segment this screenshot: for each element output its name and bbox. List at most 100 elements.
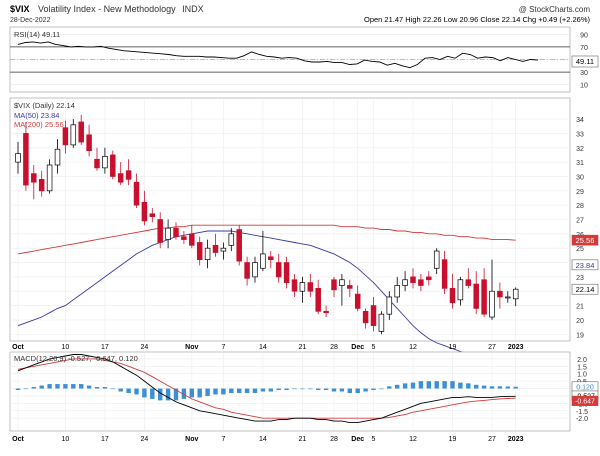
close-last-value: 22.14: [576, 285, 595, 294]
rsi-tick-label: 10: [580, 83, 588, 90]
bottom-x-tick-label: 14: [259, 436, 267, 443]
macd-hist-bar: [47, 384, 52, 389]
macd-hist-bar: [86, 385, 92, 389]
macd-hist-bar: [347, 388, 352, 393]
candle-body: [196, 242, 203, 261]
macd-hist-bar: [55, 384, 60, 389]
macd-hist-bar: [458, 382, 463, 389]
price-tick-label: 27: [576, 218, 584, 225]
candle-body: [141, 201, 148, 222]
candle-body: [505, 296, 511, 299]
candle-body: [347, 285, 353, 289]
macd-hist-bar: [244, 388, 250, 393]
macd-hist-bar: [134, 388, 139, 395]
macd-hist-bar: [450, 381, 455, 389]
macd-hist-bar: [165, 388, 171, 401]
candle-body: [54, 148, 61, 166]
price-x-tick-label: 5: [372, 344, 376, 351]
candle-body: [362, 310, 369, 324]
macd-hist-bar: [31, 387, 36, 389]
price-tick-label: 20: [576, 318, 584, 325]
bottom-x-tick-label: Oct: [12, 436, 24, 443]
candle-body: [512, 288, 519, 300]
candle-body: [339, 279, 345, 286]
candle-body: [78, 121, 84, 143]
price-tick-label: 32: [576, 146, 584, 153]
candle-body: [410, 276, 416, 283]
candle-body: [220, 247, 227, 252]
candle-body: [133, 181, 140, 206]
macd-hist-bar: [268, 388, 273, 392]
candle-body: [370, 305, 377, 327]
rsi-line: [17, 41, 539, 69]
candle-body: [62, 127, 69, 146]
candle-body: [260, 253, 266, 269]
price-x-tick-label: Nov: [185, 344, 198, 351]
candle-body: [275, 262, 282, 278]
price-tick-label: 29: [576, 189, 584, 196]
macd-hist-bar: [23, 388, 29, 390]
candle-body: [283, 262, 290, 283]
macd-hist-bar: [260, 388, 266, 392]
candle-body: [489, 290, 495, 318]
macd-tick-label: 1.5: [577, 364, 587, 371]
bottom-x-tick-label: 21: [299, 436, 307, 443]
bottom-x-tick-label: 2023: [508, 436, 524, 443]
macd-hist-bar: [339, 388, 345, 392]
candle-body: [465, 279, 472, 286]
candle-body: [102, 156, 108, 169]
macd-tick-label: -2.0: [576, 416, 588, 423]
svg-text:$VIX Volatility Index - Ne: $VIX Volatility Index - New Methodology …: [10, 4, 204, 14]
price-x-tick-label: 21: [299, 344, 307, 351]
candle-body: [473, 283, 479, 309]
macd-hist-bar: [79, 384, 84, 389]
rsi-tick-label: 70: [580, 45, 588, 52]
macd-hist-bar: [402, 383, 408, 389]
price-tick-label: 31: [576, 160, 584, 167]
ma200-last-box: [571, 234, 599, 246]
price-x-tick-label: Oct: [12, 344, 24, 351]
macd-hist-bar: [102, 387, 108, 389]
macd-hist-bar: [418, 381, 424, 389]
price-x-tick-label: 17: [101, 344, 109, 351]
candle-body: [323, 310, 329, 314]
ma50-line: [17, 230, 516, 367]
price-x-tick-label: 12: [409, 344, 417, 351]
price-x-tick-label: 28: [330, 344, 338, 351]
candle-body: [125, 170, 132, 180]
macd-signal-line: [17, 358, 516, 419]
macd-hist-last-value: 0.120: [576, 384, 594, 391]
candle-body: [386, 296, 393, 315]
candle-body: [291, 279, 298, 292]
ma50-last-box: [571, 259, 599, 271]
candle-body: [15, 153, 21, 163]
candle-body: [94, 158, 100, 169]
price-x-tick-label: 19: [449, 344, 457, 351]
price-x-tick-label: 24: [141, 344, 149, 351]
candle-body: [204, 247, 211, 261]
rsi-gridlines: [10, 33, 570, 85]
macd-hist-bar: [173, 388, 179, 401]
price-tick-label: 19: [576, 332, 584, 339]
macd-hist-bar: [71, 384, 76, 389]
candle-body: [228, 233, 235, 246]
candle-body: [38, 178, 45, 192]
candle-body: [244, 262, 250, 279]
ma200-line: [17, 224, 516, 255]
price-tick-label: 25: [576, 246, 584, 253]
ma50-last-value: 23.84: [576, 261, 595, 270]
price-tick-label: 28: [576, 203, 584, 210]
macd-hist-bar: [308, 388, 313, 390]
price-legend-ma50: MA(50) 23.84: [14, 111, 59, 120]
price-last-labels: 25.56 23.84 22.14: [571, 234, 599, 295]
candle-body: [212, 244, 219, 253]
exchange-label: INDX: [182, 4, 204, 14]
candle-body: [149, 213, 156, 217]
macd-last-labels: 0.120-0.527-0.647: [571, 381, 599, 406]
candle-body: [331, 279, 337, 291]
candle-body: [299, 282, 306, 292]
candle-body: [165, 227, 171, 240]
macd-hist-bar: [205, 388, 210, 396]
candle-body: [378, 313, 385, 332]
